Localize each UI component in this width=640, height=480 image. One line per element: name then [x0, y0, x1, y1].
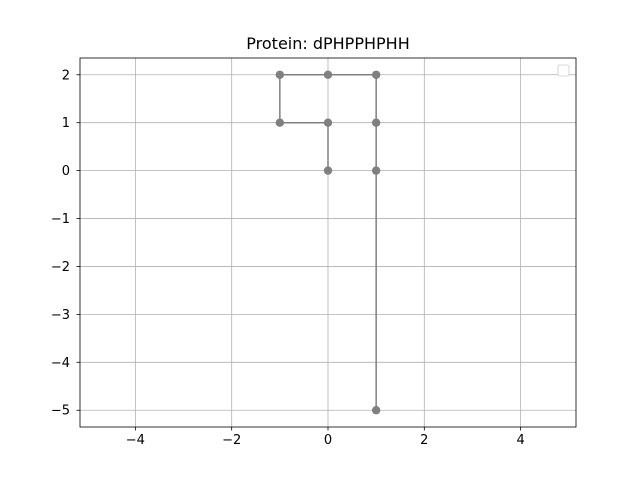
data-point	[323, 118, 333, 127]
y-tick-label: 2	[62, 68, 70, 83]
y-tick-label: −2	[51, 260, 70, 275]
y-tick-label: 1	[62, 116, 70, 131]
data-point	[371, 118, 381, 127]
data-point	[323, 70, 333, 79]
y-tick-label: 0	[62, 164, 70, 179]
y-tick-label: −5	[51, 404, 70, 419]
data-point	[275, 70, 285, 79]
y-tick-label: −4	[51, 356, 70, 371]
x-tick-label: −4	[126, 433, 145, 448]
legend-box	[557, 64, 570, 77]
axes: −4 −2 0 2 4 2 1 0 −1 −2 −3 −4 −5	[51, 57, 577, 448]
chart-title: Protein: dPHPPHPHH	[246, 34, 409, 53]
x-tick-label: 4	[516, 433, 524, 448]
data-point	[371, 166, 381, 175]
data-point	[371, 70, 381, 79]
data-point	[371, 406, 381, 415]
series-layer	[275, 70, 381, 415]
x-tick-label: −2	[222, 433, 241, 448]
y-tick-label: −3	[51, 308, 70, 323]
y-tick-label: −1	[51, 212, 70, 227]
data-point	[323, 166, 333, 175]
data-point	[275, 118, 285, 127]
x-tick-label: 0	[324, 433, 332, 448]
legend	[557, 64, 570, 77]
x-tick-label: 2	[420, 433, 428, 448]
